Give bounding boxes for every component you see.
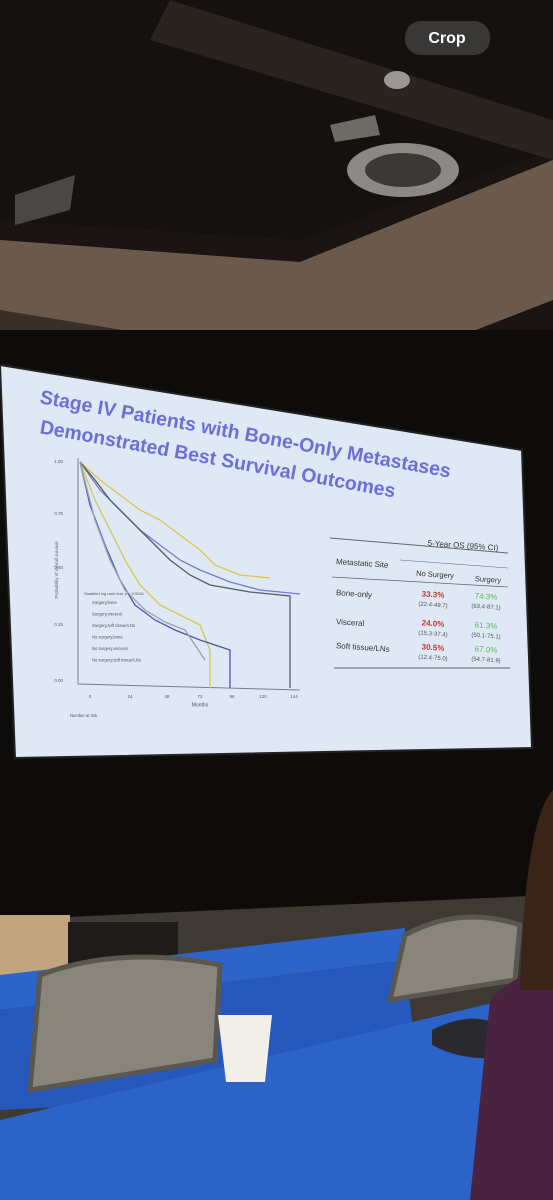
curve [79, 461, 271, 579]
y-tick-label: 0.50 [54, 565, 63, 570]
legend-entry: No surgery,bone [92, 635, 123, 640]
table-rules [329, 537, 510, 669]
y-tick-label: 1.00 [54, 459, 63, 464]
y-axis-label: Probability of overall survival [54, 541, 59, 598]
risk-table-title: Number at risk [70, 713, 98, 718]
surgery-ci: (54.7-81.9) [471, 657, 501, 665]
person [470, 973, 553, 1200]
no-surgery-value: 33.3% [421, 589, 444, 600]
table-header: Metastatic Site [336, 557, 390, 570]
ceiling-sensor [384, 71, 410, 89]
x-tick-label: 0 [89, 694, 92, 699]
surgery-ci: (63.4-87.1) [471, 604, 501, 612]
no-surgery-value: 24.0% [421, 618, 444, 629]
test-note: Stratified log rank test: p < 0.0001 [84, 591, 145, 596]
curve [79, 461, 291, 688]
ceiling-light [15, 175, 75, 225]
x-tick-label: 120 [259, 694, 267, 699]
no-surgery-value: 30.5% [421, 642, 444, 653]
x-axis-label: Months [192, 702, 209, 708]
surgery-ci: (50.1-75.1) [471, 633, 501, 641]
y-tick-label: 0.00 [54, 678, 63, 683]
wall [0, 160, 553, 380]
surgery-value: 61.3% [474, 620, 497, 631]
chair [27, 954, 223, 1093]
site-label: Bone-only [336, 588, 373, 599]
legend-entry: Surgery,bone [92, 600, 118, 605]
table-subheader: No Surgery [416, 569, 455, 581]
curve [79, 461, 206, 661]
km-chart [77, 458, 301, 691]
legend-entry: No surgery,visceral [92, 646, 128, 651]
ceiling-vent [330, 115, 380, 142]
site-label: Soft tissue/LNs [336, 641, 390, 654]
purse [432, 1018, 500, 1059]
x-tick-label: 24 [127, 694, 133, 699]
chair [386, 914, 523, 1004]
person-hair [520, 790, 553, 990]
table-subheader: Surgery [475, 574, 502, 585]
no-surgery-ci: (12.4-75.0) [418, 655, 448, 663]
x-tick-label: 144 [290, 694, 298, 699]
x-tick-label: 48 [164, 694, 170, 699]
no-surgery-ci: (22.4-49.7) [418, 602, 448, 610]
legend-entry: No surgery,soft tissue/LNs [92, 658, 141, 663]
curve [79, 461, 211, 688]
chart-axes [77, 458, 301, 691]
podium [0, 915, 70, 975]
x-tick-label: 72 [197, 694, 203, 699]
beam [150, 0, 553, 160]
projection-screen [0, 363, 534, 760]
site-label: Visceral [336, 617, 365, 628]
surgery-value: 74.3% [474, 591, 497, 602]
legend-entry: Surgery,visceral [92, 612, 122, 617]
no-surgery-ci: (15.3-37.4) [418, 631, 448, 639]
y-tick-label: 0.75 [54, 511, 63, 516]
x-tick-label: 96 [229, 694, 235, 699]
crop-label[interactable]: Crop [428, 30, 466, 47]
crop-button[interactable] [405, 21, 490, 55]
table-front [0, 1000, 520, 1200]
surgery-value: 67.0% [474, 644, 497, 655]
legend-entry: Surgery,soft tissue/LNs [92, 623, 135, 628]
cup [218, 1015, 272, 1082]
ceiling-diffuser-inner [365, 153, 441, 187]
y-tick-label: 0.25 [54, 622, 63, 627]
